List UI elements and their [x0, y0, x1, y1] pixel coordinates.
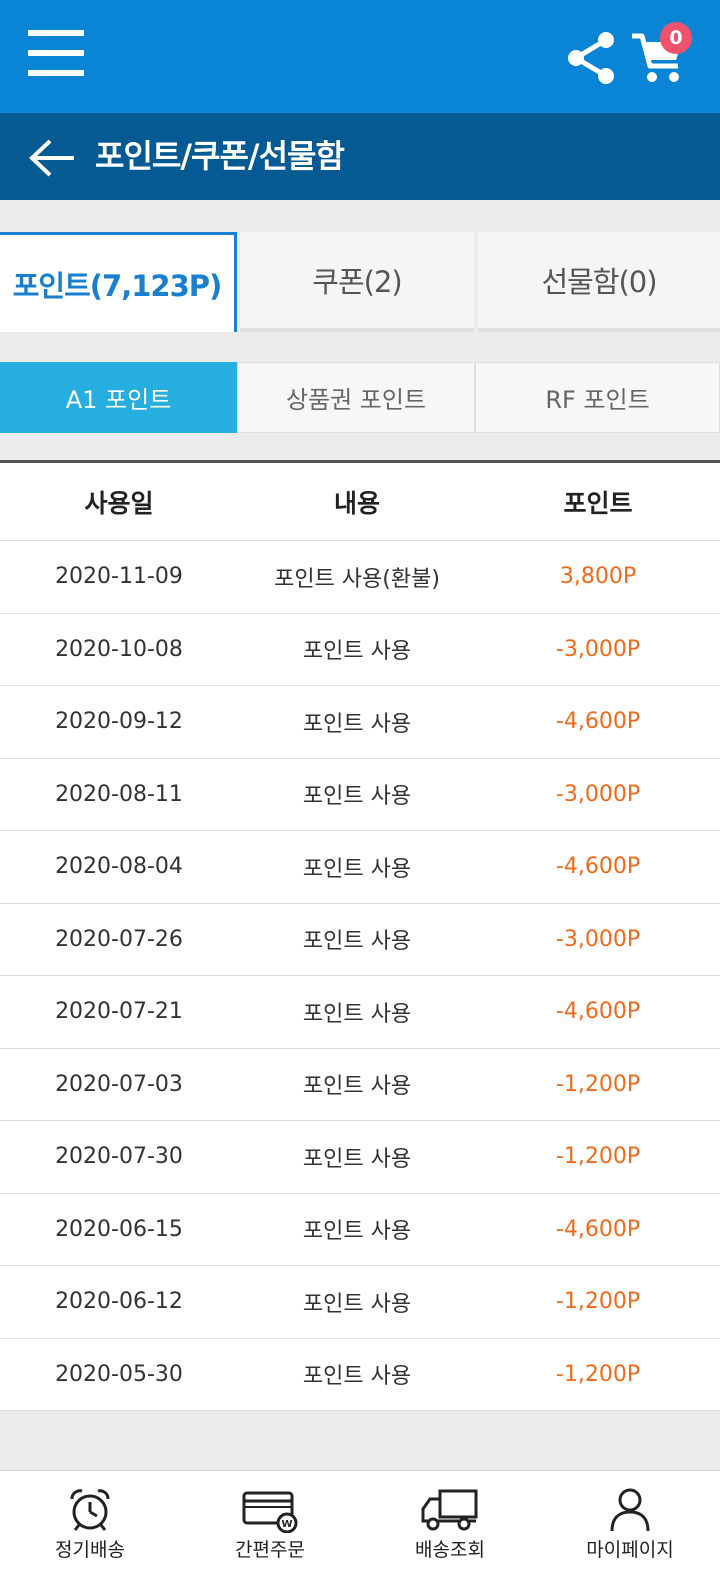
row-date: 2020-11-09: [55, 564, 183, 590]
row-points: -4,600P: [555, 854, 641, 880]
main-tabs: 포인트(7,123P) 쿠폰(2) 선물함(0): [0, 232, 720, 332]
table-row: 2020-07-03 포인트 사용 -1,200P: [0, 1049, 720, 1121]
row-points: -4,600P: [555, 1216, 641, 1242]
table-row: 2020-06-15 포인트 사용 -4,600P: [0, 1194, 720, 1266]
row-description: 포인트 사용: [302, 784, 412, 810]
table-row: 2020-07-21 포인트 사용 -4,600P: [0, 976, 720, 1049]
back-arrow-icon[interactable]: [28, 138, 76, 178]
nav-my-page[interactable]: 마이페이지: [540, 1471, 720, 1588]
row-points: -3,000P: [555, 926, 641, 952]
row-description: 포인트 사용: [302, 1291, 412, 1317]
row-points: 3,800P: [559, 564, 637, 590]
row-points: -1,200P: [555, 1071, 641, 1097]
row-description: 포인트 사용: [302, 1146, 412, 1172]
row-points: -3,000P: [555, 781, 641, 807]
row-date: 2020-06-15: [55, 1216, 183, 1242]
cart-count-badge: 0: [660, 22, 692, 54]
top-bar: [0, 0, 720, 113]
row-description: 포인트 사용: [302, 1074, 412, 1100]
table-row: 2020-09-12 포인트 사용 -4,600P: [0, 686, 720, 759]
nav-delivery-tracking[interactable]: 배송조회: [360, 1471, 540, 1588]
nav-quick-order-label: 간편주문: [235, 1539, 305, 1561]
delivery-truck-icon: [421, 1489, 478, 1531]
row-date: 2020-07-03: [55, 1071, 183, 1097]
tab-points[interactable]: 포인트(7,123P): [0, 232, 237, 332]
row-description: 포인트 사용: [302, 1219, 412, 1245]
row-description: 포인트 사용: [302, 1001, 412, 1027]
tab-coupons[interactable]: 쿠폰(2): [240, 232, 474, 332]
menu-icon[interactable]: [28, 30, 84, 82]
row-points: -4,600P: [555, 999, 641, 1025]
row-date: 2020-10-08: [55, 636, 183, 662]
card-icon: W: [242, 1491, 298, 1533]
tab-gift-box[interactable]: 선물함(0): [478, 232, 720, 332]
row-date: 2020-07-26: [55, 926, 183, 952]
row-date: 2020-09-12: [55, 709, 183, 735]
nav-subscription[interactable]: 정기배송: [0, 1471, 180, 1588]
row-description: 포인트 사용(환불): [274, 566, 440, 592]
row-date: 2020-07-21: [55, 999, 183, 1025]
row-description: 포인트 사용: [302, 929, 412, 955]
header-date: 사용일: [84, 488, 154, 518]
alarm-clock-icon: [70, 1489, 110, 1531]
table-row: 2020-07-26 포인트 사용 -3,000P: [0, 904, 720, 976]
table-header-row: 사용일 내용 포인트: [0, 463, 720, 541]
row-points: -1,200P: [555, 1144, 641, 1170]
share-icon[interactable]: [566, 30, 618, 86]
row-description: 포인트 사용: [302, 639, 412, 665]
row-date: 2020-05-30: [55, 1361, 183, 1387]
table-row: 2020-08-11 포인트 사용 -3,000P: [0, 759, 720, 831]
row-description: 포인트 사용: [302, 1364, 412, 1390]
row-points: -1,200P: [555, 1361, 641, 1387]
row-date: 2020-08-11: [55, 781, 183, 807]
subtab-rf-points[interactable]: RF 포인트: [475, 362, 720, 433]
point-type-tabs: A1 포인트 상품권 포인트 RF 포인트: [0, 362, 720, 433]
table-row: 2020-10-08 포인트 사용 -3,000P: [0, 614, 720, 686]
table-row: 2020-11-09 포인트 사용(환불) 3,800P: [0, 541, 720, 614]
row-points: -1,200P: [555, 1289, 641, 1315]
nav-my-page-label: 마이페이지: [586, 1539, 674, 1561]
nav-quick-order[interactable]: W 간편주문: [180, 1471, 360, 1588]
row-description: 포인트 사용: [302, 856, 412, 882]
page-title: 포인트/쿠폰/선물함: [95, 137, 345, 175]
row-date: 2020-06-12: [55, 1289, 183, 1315]
table-row: 2020-08-04 포인트 사용 -4,600P: [0, 831, 720, 904]
person-icon: [610, 1488, 650, 1532]
points-history-table: 사용일 내용 포인트 2020-11-09 포인트 사용(환불) 3,800P 202…: [0, 460, 720, 1411]
row-date: 2020-08-04: [55, 854, 183, 880]
table-row: 2020-07-30 포인트 사용 -1,200P: [0, 1121, 720, 1194]
subtab-a1-points[interactable]: A1 포인트: [0, 362, 237, 433]
row-description: 포인트 사용: [302, 711, 412, 737]
svg-text:W: W: [281, 1519, 292, 1530]
table-row: 2020-05-30 포인트 사용 -1,200P: [0, 1339, 720, 1411]
subtab-gift-card-points[interactable]: 상품권 포인트: [237, 362, 475, 433]
header-points: 포인트: [563, 488, 633, 518]
bottom-nav: 정기배송 W 간편주문 배송조회 마이페이지: [0, 1470, 720, 1588]
nav-delivery-tracking-label: 배송조회: [415, 1539, 485, 1561]
row-points: -3,000P: [555, 636, 641, 662]
header-description: 내용: [333, 488, 380, 518]
row-points: -4,600P: [555, 709, 641, 735]
table-row: 2020-06-12 포인트 사용 -1,200P: [0, 1266, 720, 1339]
title-bar: [0, 113, 720, 200]
row-date: 2020-07-30: [55, 1144, 183, 1170]
nav-subscription-label: 정기배송: [55, 1539, 125, 1561]
